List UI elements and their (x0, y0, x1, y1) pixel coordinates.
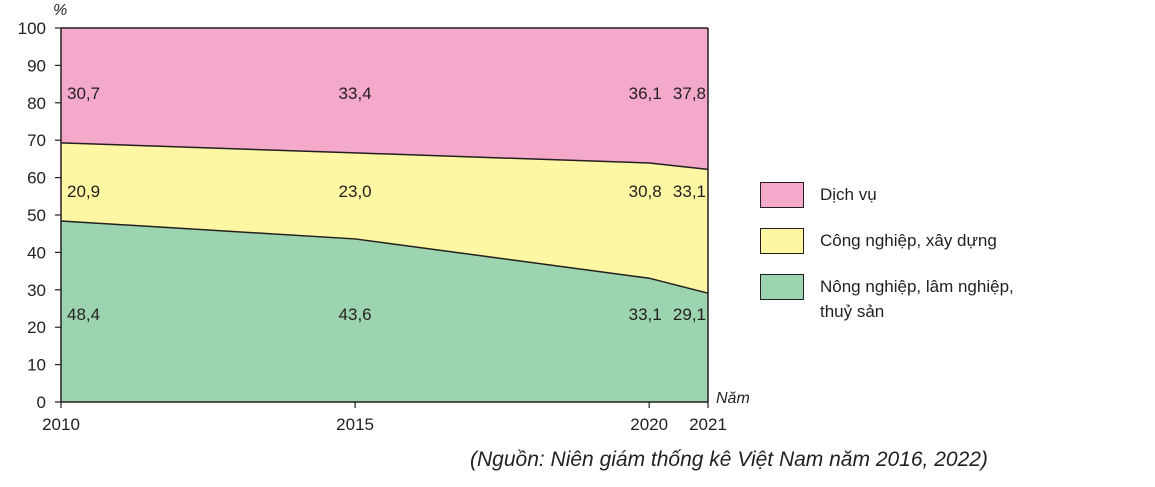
data-label-nong-nghiep: 29,1 (673, 305, 706, 324)
y-tick-label: 10 (27, 356, 46, 375)
y-tick-label: 90 (27, 56, 46, 75)
legend-label-nong-nghiep: Nông nghiệp, lâm nghiệp, thuỷ sản (820, 277, 1014, 321)
x-tick-label: 2021 (689, 415, 727, 434)
data-labels: 48,4 43,6 33,1 29,1 20,9 23,0 30,8 33,1 30,7 33,4… (67, 84, 706, 324)
source-note: (Nguồn: Niên giám thống kê Việt Nam năm … (470, 448, 988, 471)
area-dich-vu (61, 28, 708, 170)
data-label-cong-nghiep: 20,9 (67, 182, 100, 201)
legend-swatch-cong-nghiep (760, 228, 804, 254)
x-axis-unit-label: Năm (716, 390, 750, 407)
data-label-dich-vu: 36,1 (629, 84, 662, 103)
y-tick-label: 60 (27, 169, 46, 188)
legend: Dịch vụ Công nghiệp, xây dựng Nông nghiệ… (760, 182, 1140, 344)
legend-item-nong-nghiep: Nông nghiệp, lâm nghiệp, thuỷ sản (760, 274, 1140, 324)
y-axis-unit-label: % (53, 2, 67, 19)
area-cong-nghiep (61, 142, 708, 294)
legend-label-cong-nghiep: Công nghiệp, xây dựng (820, 231, 997, 250)
area-nong-nghiep (61, 220, 708, 402)
legend-item-dich-vu: Dịch vụ (760, 182, 1140, 208)
data-label-cong-nghiep: 23,0 (339, 182, 372, 201)
x-tick-label: 2020 (630, 415, 668, 434)
data-label-nong-nghiep: 43,6 (339, 305, 372, 324)
x-tick-label: 2015 (336, 415, 374, 434)
data-label-dich-vu: 37,8 (673, 84, 706, 103)
y-tick-label: 80 (27, 94, 46, 113)
y-tick-label: 100 (18, 19, 46, 38)
stacked-area-chart: 0 10 20 30 40 50 60 70 80 90 100 2010 2015 2020 2021 4… (18, 2, 750, 434)
legend-item-cong-nghiep: Công nghiệp, xây dựng (760, 228, 1140, 254)
legend-swatch-nong-nghiep (760, 274, 804, 300)
boundary-line-1 (60, 220, 709, 294)
y-tick-label: 40 (27, 243, 46, 262)
axes: 0 10 20 30 40 50 60 70 80 90 100 2010 2015 2020 2021 (18, 19, 727, 434)
series-boundaries (60, 142, 709, 294)
legend-label-dich-vu: Dịch vụ (820, 185, 877, 204)
data-label-nong-nghiep: 33,1 (629, 305, 662, 324)
x-tick-label: 2010 (42, 415, 80, 434)
legend-swatch-dich-vu (760, 182, 804, 208)
boundary-line-2 (60, 142, 709, 171)
data-label-nong-nghiep: 48,4 (67, 305, 100, 324)
y-tick-label: 0 (37, 393, 46, 412)
data-label-dich-vu: 33,4 (339, 84, 372, 103)
area-layers (61, 28, 708, 402)
y-tick-label: 70 (27, 131, 46, 150)
data-label-cong-nghiep: 30,8 (629, 182, 662, 201)
y-tick-label: 30 (27, 281, 46, 300)
data-label-cong-nghiep: 33,1 (673, 182, 706, 201)
data-label-dich-vu: 30,7 (67, 84, 100, 103)
y-tick-label: 20 (27, 318, 46, 337)
y-tick-label: 50 (27, 206, 46, 225)
